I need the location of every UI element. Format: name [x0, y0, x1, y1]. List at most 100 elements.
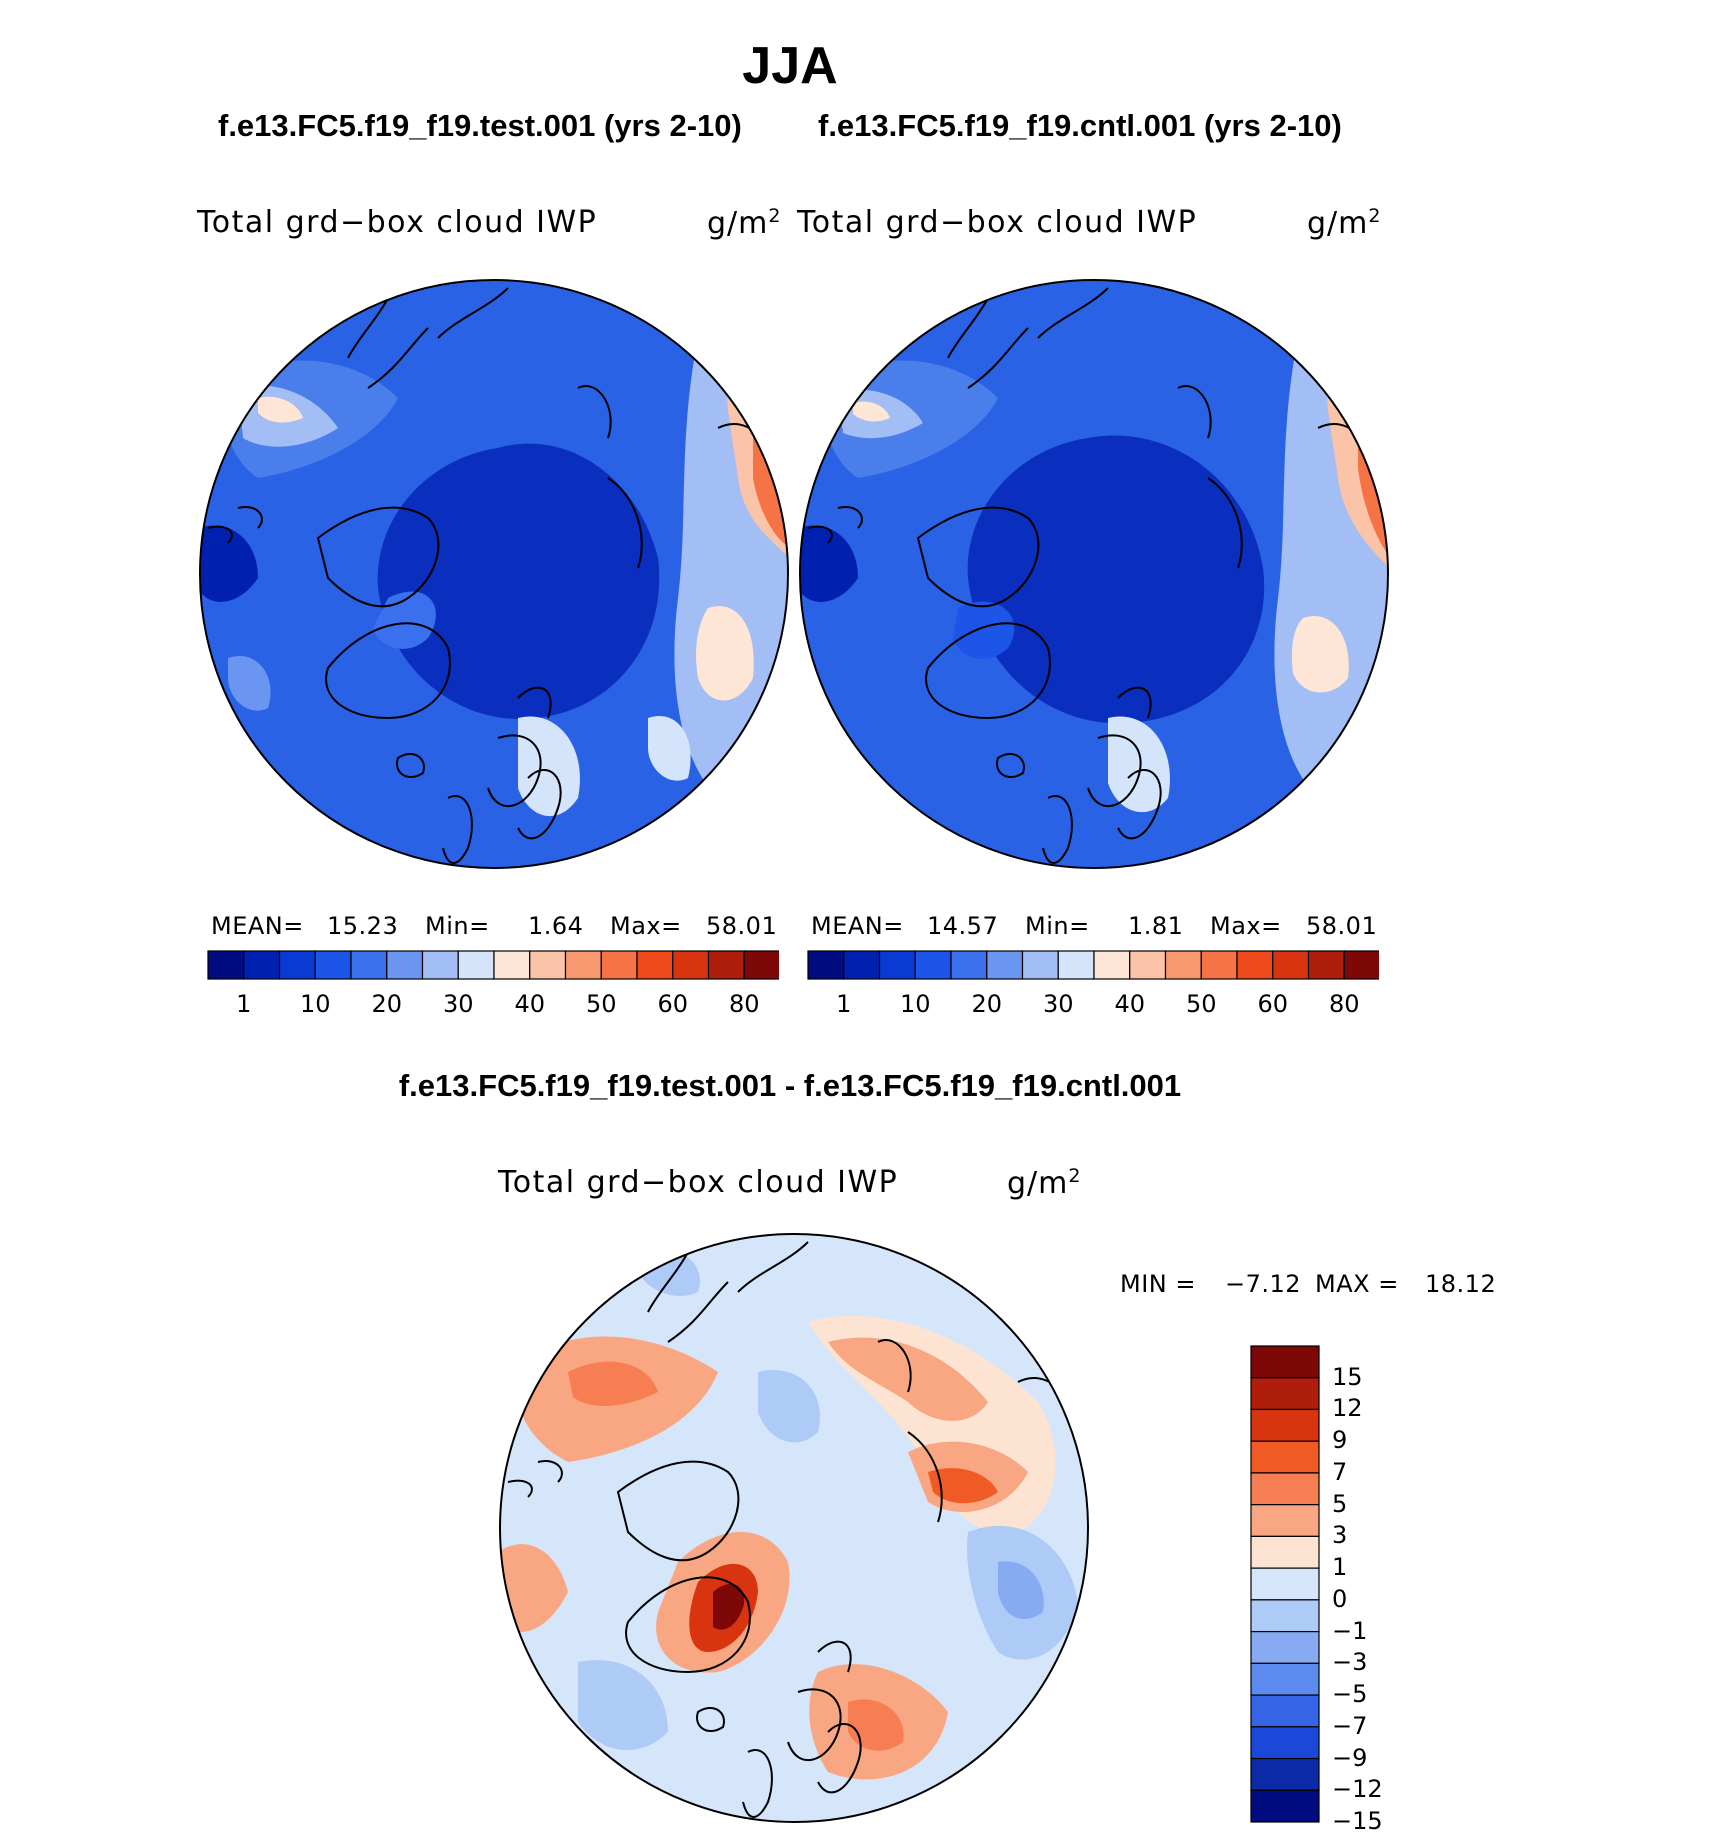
difference-title: f.e13.FC5.f19_f19.test.001 - f.e13.FC5.f…	[398, 1068, 1182, 1103]
colorbar-test-swatch	[672, 950, 710, 980]
colorbar-control-tick-label: 1	[836, 990, 852, 1018]
colorbar-difference-tick-label: 1	[1332, 1553, 1348, 1582]
colorbar-difference-swatch	[1250, 1535, 1320, 1569]
variable-label-difference: Total grd−box cloud IWP	[498, 1165, 899, 1200]
colorbar-difference-tick-label: 7	[1332, 1457, 1348, 1486]
colorbar-control-swatch	[1200, 950, 1238, 980]
colorbar-test-swatch	[457, 950, 495, 980]
colorbar-difference-tick-label: −12	[1332, 1775, 1383, 1804]
colorbar-difference-swatch	[1250, 1599, 1320, 1633]
difference-min: −7.12	[1225, 1270, 1302, 1298]
colorbar-difference-tick-label: −9	[1332, 1743, 1368, 1772]
colorbar-test-tick-label: 30	[442, 990, 474, 1018]
variable-label-test: Total grd−box cloud IWP	[197, 205, 598, 240]
colorbar-difference-tick-label: 12	[1332, 1394, 1363, 1423]
stats-max-label-control: Max=	[1210, 912, 1282, 940]
colorbar-test-tick-label: 1	[236, 990, 252, 1018]
colorbar-difference-tick-label: 0	[1332, 1584, 1348, 1613]
colorbar-control-swatch	[1021, 950, 1059, 980]
colorbar-control-tick-label: 10	[899, 990, 931, 1018]
stats-mean-label-test: MEAN=	[211, 912, 304, 940]
stats-min-test: 1.64	[528, 912, 584, 940]
colorbar-difference	[1250, 1345, 1320, 1823]
colorbar-test-swatch	[386, 950, 424, 980]
stats-mean-label-control: MEAN=	[811, 912, 904, 940]
colorbar-control-swatch	[1129, 950, 1167, 980]
colorbar-control-swatch	[1236, 950, 1274, 980]
units-label-difference: g/m2	[1007, 1165, 1082, 1201]
colorbar-difference-tick-label: −3	[1332, 1648, 1368, 1677]
colorbar-control-swatch	[914, 950, 952, 980]
colorbar-control-swatch	[1343, 950, 1379, 980]
colorbar-difference-swatch	[1250, 1662, 1320, 1696]
colorbar-control-swatch	[986, 950, 1024, 980]
colorbar-control-swatch	[807, 950, 845, 980]
colorbar-difference-tick-label: −5	[1332, 1680, 1368, 1709]
colorbar-difference-swatch	[1250, 1694, 1320, 1728]
difference-max: 18.12	[1425, 1270, 1497, 1298]
variable-label-control: Total grd−box cloud IWP	[797, 205, 1198, 240]
colorbar-test-tick-label: 50	[585, 990, 617, 1018]
colorbar-control-swatch	[1057, 950, 1095, 980]
colorbar-test-swatch	[600, 950, 638, 980]
colorbar-test-tick-label: 60	[657, 990, 689, 1018]
case-title-control: f.e13.FC5.f19_f19.cntl.001 (yrs 2-10)	[818, 108, 1342, 143]
colorbar-test-swatch	[707, 950, 745, 980]
colorbar-test-tick-label: 10	[299, 990, 331, 1018]
page-title: JJA	[742, 37, 838, 95]
colorbar-control-tick-label: 40	[1114, 990, 1146, 1018]
colorbar-test-swatch	[243, 950, 281, 980]
difference-min-label: MIN =	[1120, 1270, 1196, 1298]
polar-map-control	[799, 279, 1389, 869]
colorbar-difference-swatch	[1250, 1726, 1320, 1760]
colorbar-difference-swatch	[1250, 1504, 1320, 1538]
colorbar-difference-swatch	[1250, 1408, 1320, 1442]
colorbar-test-swatch	[493, 950, 531, 980]
stats-min-control: 1.81	[1128, 912, 1184, 940]
colorbar-difference-tick-label: 9	[1332, 1426, 1348, 1455]
colorbar-control-tick-label: 60	[1257, 990, 1289, 1018]
colorbar-test-swatch	[350, 950, 388, 980]
colorbar-test	[207, 950, 779, 980]
colorbar-difference-swatch	[1250, 1345, 1320, 1379]
colorbar-test-tick-label: 20	[371, 990, 403, 1018]
colorbar-test-tick-label: 80	[728, 990, 760, 1018]
units-label-control: g/m2	[1307, 205, 1382, 241]
colorbar-difference-tick-label: −15	[1332, 1807, 1383, 1835]
colorbar-difference-tick-label: −7	[1332, 1711, 1368, 1740]
colorbar-test-tick-label: 40	[514, 990, 546, 1018]
colorbar-difference-swatch	[1250, 1631, 1320, 1664]
colorbar-difference-swatch	[1250, 1377, 1320, 1411]
polar-map-test	[199, 279, 789, 869]
colorbar-control-tick-label: 50	[1185, 990, 1217, 1018]
stats-max-test: 58.01	[706, 912, 778, 940]
colorbar-control	[807, 950, 1379, 980]
stats-max-control: 58.01	[1306, 912, 1378, 940]
colorbar-test-swatch	[564, 950, 602, 980]
colorbar-difference-swatch	[1250, 1789, 1320, 1823]
colorbar-control-swatch	[843, 950, 881, 980]
colorbar-test-swatch	[421, 950, 459, 980]
stats-mean-control: 14.57	[927, 912, 999, 940]
colorbar-difference-tick-label: 3	[1332, 1521, 1348, 1550]
colorbar-control-swatch	[1272, 950, 1310, 980]
colorbar-test-swatch	[314, 950, 352, 980]
units-label-test: g/m2	[707, 205, 782, 241]
colorbar-control-tick-label: 80	[1328, 990, 1360, 1018]
stats-min-label-control: Min=	[1025, 912, 1090, 940]
colorbar-difference-tick-label: 5	[1332, 1489, 1348, 1518]
colorbar-control-swatch	[878, 950, 916, 980]
polar-map-difference	[499, 1233, 1089, 1823]
stats-min-label-test: Min=	[425, 912, 490, 940]
colorbar-test-swatch	[207, 950, 245, 980]
colorbar-test-swatch	[636, 950, 674, 980]
colorbar-control-swatch	[1307, 950, 1345, 980]
stats-max-label-test: Max=	[610, 912, 682, 940]
colorbar-control-swatch	[1093, 950, 1131, 980]
colorbar-test-swatch	[529, 950, 567, 980]
colorbar-difference-swatch	[1250, 1440, 1320, 1474]
colorbar-control-tick-label: 30	[1042, 990, 1074, 1018]
colorbar-difference-tick-label: 15	[1332, 1362, 1363, 1391]
colorbar-control-tick-label: 20	[971, 990, 1003, 1018]
case-title-test: f.e13.FC5.f19_f19.test.001 (yrs 2-10)	[218, 108, 742, 143]
